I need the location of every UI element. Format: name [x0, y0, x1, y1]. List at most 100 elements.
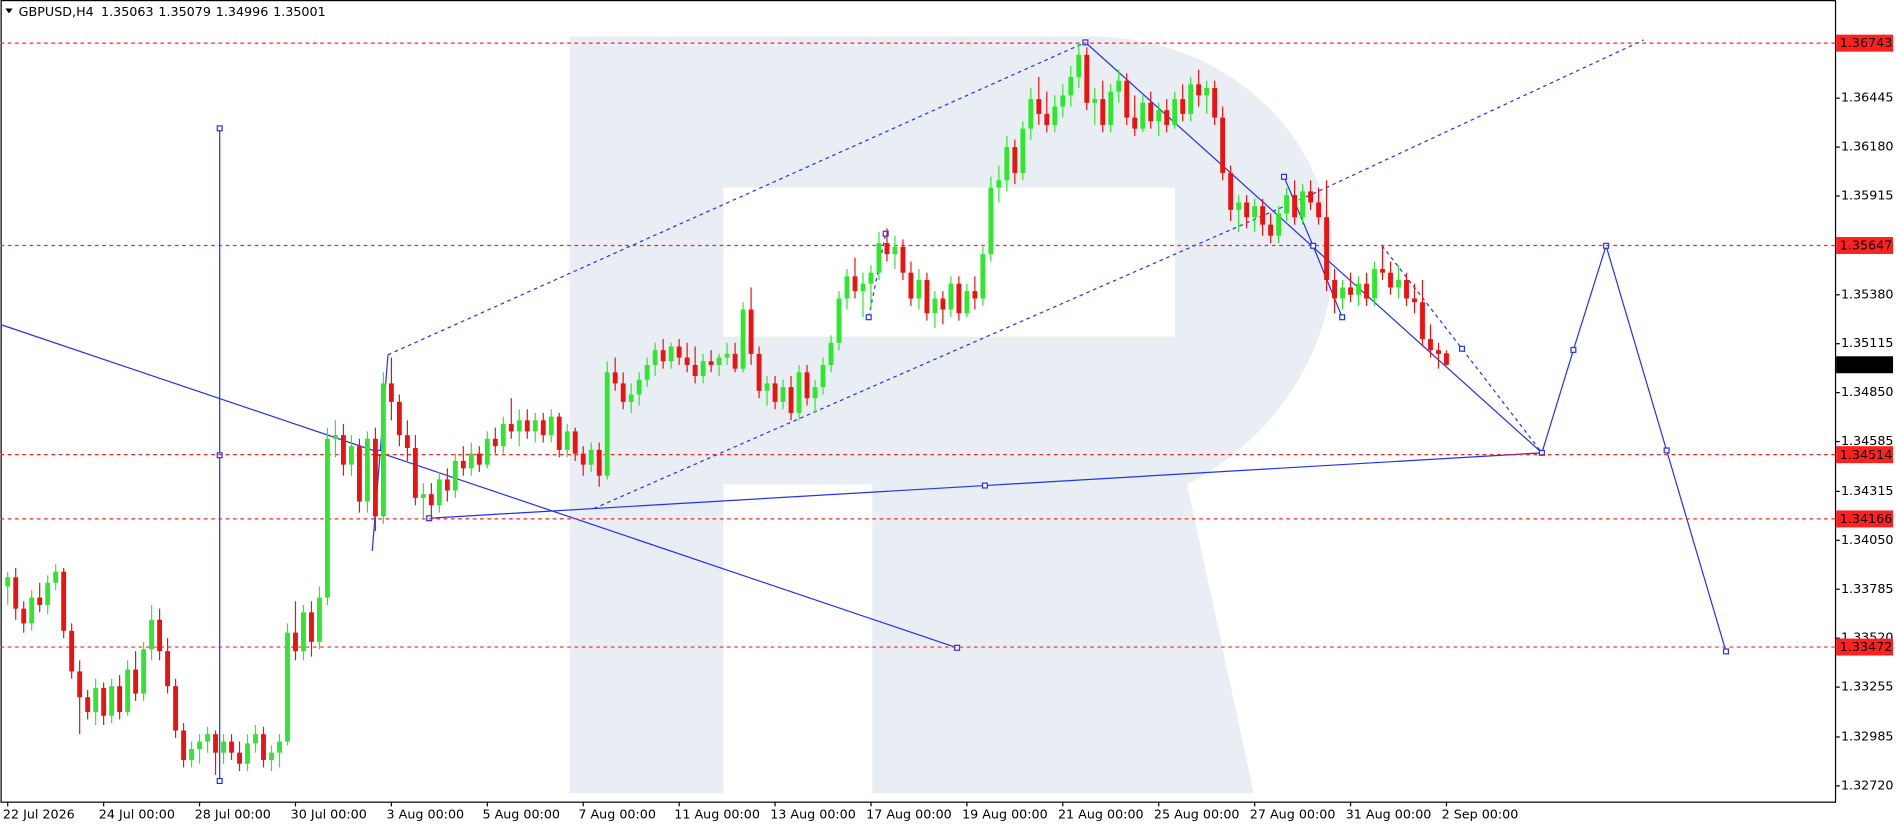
candle-body — [908, 272, 914, 299]
candle-body — [892, 246, 898, 255]
candle-body — [1140, 102, 1146, 129]
candle-body — [1284, 195, 1290, 214]
candle-body — [309, 612, 314, 642]
x-tick-label: 30 Jul 00:00 — [291, 806, 367, 821]
candle-body — [1388, 272, 1393, 288]
candle-body — [1308, 191, 1314, 203]
candle-body — [229, 741, 234, 753]
candle-body — [285, 632, 290, 742]
close: 1.35001 — [273, 4, 326, 19]
candle-body — [1260, 206, 1266, 225]
level-label-box — [1836, 446, 1894, 464]
candle-body — [157, 619, 163, 652]
candle-body — [1228, 172, 1234, 210]
candle-body — [900, 246, 906, 273]
level-label-box — [1836, 638, 1894, 656]
candle-body — [924, 280, 930, 314]
low: 1.34996 — [216, 4, 269, 19]
candle-body — [301, 612, 306, 652]
x-tick-label: 19 Aug 00:00 — [962, 806, 1048, 821]
watermark — [569, 36, 1333, 794]
candle-body — [1356, 283, 1361, 295]
candle-body — [29, 597, 35, 624]
candle-body — [796, 372, 802, 413]
candle-body — [1236, 202, 1242, 210]
candle-body — [1436, 350, 1441, 354]
candle-body — [732, 353, 738, 369]
candle-body — [388, 383, 394, 402]
level-label-box — [1836, 34, 1894, 52]
y-tick-label: 1.35380 — [1841, 286, 1894, 301]
candle-body — [1420, 302, 1425, 340]
x-tick-label: 11 Aug 00:00 — [674, 806, 760, 821]
candle-body — [876, 243, 882, 273]
candle-body — [684, 357, 690, 365]
candle-body — [916, 280, 922, 299]
level-label-box — [1836, 237, 1894, 254]
candle-body — [500, 424, 506, 447]
candle-body — [293, 632, 298, 652]
y-tick-label: 1.36180 — [1841, 139, 1894, 154]
candle-body — [1380, 268, 1385, 273]
candle-body — [1268, 224, 1274, 236]
candle-body — [428, 494, 434, 506]
candle-body — [1004, 147, 1010, 181]
candle-body — [1300, 191, 1306, 218]
candle-body — [604, 372, 610, 476]
candle-body — [5, 577, 11, 587]
candle-body — [836, 298, 842, 343]
candle-body — [596, 449, 602, 476]
candle-body — [972, 291, 978, 299]
analysis-drawings — [0, 39, 1729, 785]
candle-body — [1220, 117, 1226, 173]
last-price-label: 1.35001 — [1840, 357, 1893, 372]
candle-body — [460, 460, 466, 469]
candle-body — [1316, 202, 1322, 218]
candle-body — [636, 379, 642, 395]
candle-body — [317, 597, 322, 642]
candle-body — [932, 298, 938, 314]
x-tick-label: 25 Aug 00:00 — [1154, 806, 1240, 821]
candle-body — [93, 688, 99, 713]
candle-body — [61, 571, 67, 631]
candle-body — [1332, 280, 1337, 299]
candle-body — [69, 630, 75, 672]
candle-body — [420, 494, 426, 498]
candle-body — [1196, 84, 1202, 96]
candle-body — [277, 741, 282, 753]
candle-body — [341, 435, 346, 465]
candle-body — [77, 671, 83, 698]
candle-body — [1180, 99, 1186, 114]
candle-body — [980, 254, 986, 299]
candle-body — [348, 446, 354, 465]
candle-body — [45, 582, 51, 605]
y-tick-label: 1.34585 — [1841, 433, 1894, 448]
candle-body — [532, 420, 538, 432]
candle-body — [516, 420, 522, 432]
candle-body — [149, 619, 155, 650]
candle-body — [1060, 95, 1066, 107]
candle-body — [1116, 80, 1122, 92]
candle-body — [444, 479, 450, 491]
candle-body — [1108, 91, 1114, 125]
candle-body — [37, 597, 43, 605]
candle-body — [101, 688, 107, 716]
y-tick-label: 1.36445 — [1841, 90, 1894, 105]
candle-body — [1364, 283, 1369, 299]
candle-body — [660, 350, 666, 362]
y-tick-label: 1.34050 — [1841, 532, 1894, 547]
y-tick-label: 1.34315 — [1841, 483, 1894, 498]
candle-body — [524, 420, 530, 432]
candle-body — [1012, 147, 1018, 173]
x-tick-label: 7 Aug 00:00 — [578, 806, 656, 821]
x-tick-label: 27 Aug 00:00 — [1250, 806, 1336, 821]
candle-body — [676, 346, 682, 358]
candle-body — [189, 748, 194, 761]
level-label: 1.34514 — [1840, 447, 1893, 462]
candle-body — [380, 383, 386, 517]
candle-body — [716, 357, 722, 365]
candle-body — [564, 431, 570, 450]
candle-body — [612, 372, 618, 384]
x-tick-label: 13 Aug 00:00 — [770, 806, 856, 821]
